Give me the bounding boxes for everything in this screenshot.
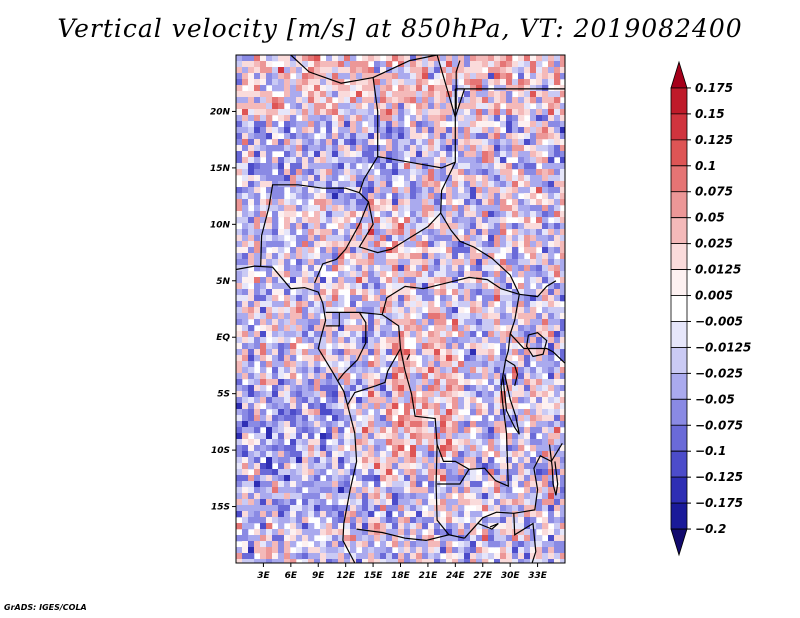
colorbar-label: −0.0125 — [695, 340, 751, 354]
border-line-26 — [525, 332, 548, 358]
border-line-1 — [290, 55, 438, 84]
y-tick-label: 10N — [210, 220, 231, 230]
colorbar-label: −0.1 — [695, 444, 726, 458]
colorbar-label: 0.1 — [695, 159, 716, 173]
x-tick-label: 21E — [419, 571, 439, 581]
colorbar-label: −0.075 — [695, 418, 743, 432]
border-line-16 — [399, 294, 520, 488]
colorbar-label: −0.005 — [695, 314, 743, 328]
colorbar-label: 0.05 — [695, 211, 725, 225]
colorbar-swatch — [670, 476, 688, 504]
border-line-27 — [477, 522, 499, 530]
country-borders — [236, 55, 565, 563]
border-line-13 — [325, 312, 340, 327]
border-line-6 — [454, 88, 466, 118]
border-line-3 — [260, 184, 360, 267]
x-tick-label: 24E — [446, 571, 466, 581]
x-tick-label: 18E — [391, 571, 411, 581]
colorbar-swatch — [670, 191, 688, 219]
colorbar: 0.175 0.15 0.125 0.1 0.075 0.05 0.025 0.0125 0.0… — [670, 60, 751, 557]
border-line-19 — [437, 468, 470, 485]
x-tick-label: 9E — [312, 571, 325, 581]
velocity-map — [236, 55, 565, 563]
colorbar-label: 0.15 — [695, 107, 725, 121]
x-tick-label: 27E — [473, 571, 493, 581]
colorbar-swatch — [670, 372, 688, 400]
colorbar-swatch — [670, 139, 688, 167]
colorbar-label: −0.2 — [695, 522, 726, 536]
x-tick-label: 12E — [336, 571, 356, 581]
colorbar-swatch — [670, 398, 688, 426]
y-tick-label: 10S — [211, 446, 230, 456]
border-line-18 — [435, 444, 450, 536]
border-line-29 — [455, 60, 461, 110]
border-line-17 — [356, 528, 465, 542]
border-line-20 — [464, 442, 563, 539]
border-line-12 — [325, 311, 383, 316]
colorbar-swatch — [670, 87, 688, 115]
colorbar-swatch — [670, 347, 688, 374]
colorbar-swatch — [670, 321, 688, 348]
colorbar-label: −0.175 — [695, 496, 743, 510]
x-tick-label: 15E — [364, 571, 384, 581]
y-tick-label: 20N — [210, 107, 231, 117]
colorbar-swatch — [670, 269, 688, 296]
border-line-23 — [505, 359, 519, 386]
border-line-9 — [314, 201, 370, 284]
map-axes: 3E 6E 9E 12E 15E 18E 21E 24E 27E 30E 33E 20N 15N 10N 5… — [210, 107, 548, 581]
border-line-8 — [358, 192, 442, 254]
colorbar-swatch — [670, 502, 688, 530]
footer-credit: GrADS: IGES/COLA — [4, 603, 87, 612]
colorbar-swatch — [670, 243, 688, 270]
border-line-11 — [450, 229, 520, 295]
border-line-15 — [346, 314, 402, 406]
colorbar-swatch — [670, 217, 688, 245]
border-line-10 — [381, 276, 557, 315]
chart-title: Vertical velocity [m/s] at 850hPa, VT: 2… — [57, 14, 743, 43]
colorbar-label: 0.025 — [695, 237, 733, 251]
x-tick-label: 6E — [285, 571, 298, 581]
colorbar-label: −0.025 — [695, 366, 743, 380]
colorbar-label: −0.05 — [695, 392, 735, 406]
colorbar-label: 0.0125 — [695, 263, 741, 277]
border-line-24 — [502, 374, 520, 435]
x-tick-label: 30E — [501, 571, 521, 581]
border-line-28 — [406, 353, 411, 361]
colorbar-swatch — [670, 528, 688, 557]
colorbar-label: 0.005 — [695, 289, 733, 303]
colorbar-label: 0.175 — [695, 81, 733, 95]
y-tick-label: 15N — [210, 164, 231, 174]
x-tick-label: 33E — [528, 571, 548, 581]
colorbar-swatch — [670, 450, 688, 478]
colorbar-label: 0.125 — [695, 133, 733, 147]
colorbar-swatch — [670, 165, 688, 193]
y-tick-label: EQ — [216, 333, 230, 343]
border-line-7 — [377, 156, 456, 169]
colorbar-label: 0.075 — [695, 185, 733, 199]
colorbar-swatch — [670, 424, 688, 452]
colorbar-swatch — [670, 295, 688, 322]
border-line-0 — [236, 265, 358, 563]
x-tick-label: 3E — [257, 571, 270, 581]
colorbar-swatch — [670, 113, 688, 141]
y-tick-label: 5N — [216, 277, 230, 287]
border-line-21 — [513, 513, 537, 563]
colorbar-label: −0.125 — [695, 470, 743, 484]
border-line-25 — [548, 444, 559, 496]
colorbar-swatch — [670, 60, 688, 89]
border-line-4 — [436, 55, 456, 231]
y-tick-label: 5S — [217, 390, 230, 400]
border-line-14 — [336, 312, 367, 382]
y-tick-label: 15S — [211, 503, 230, 513]
